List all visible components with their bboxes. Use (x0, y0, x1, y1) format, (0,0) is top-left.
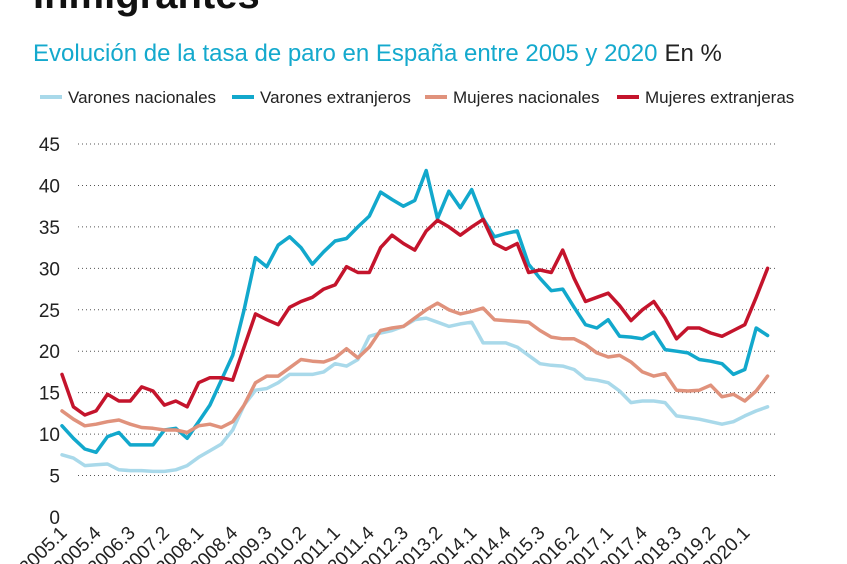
series-line (60, 316, 770, 474)
legend-label: Mujeres nacionales (453, 88, 599, 107)
subtitle-text: Evolución de la tasa de paro en España e… (33, 40, 657, 67)
unit-text: En % (664, 40, 721, 67)
y-tick-label: 10 (39, 425, 60, 446)
chart-subtitle: Evolución de la tasa de paro en España e… (33, 40, 722, 67)
y-tick-label: 45 (39, 135, 60, 156)
series-line (60, 217, 770, 417)
legend-label: Varones extranjeros (260, 88, 411, 107)
y-tick-label: 35 (39, 218, 60, 239)
y-tick-label: 40 (39, 176, 60, 197)
chart-title: Inmigrantes (33, 0, 260, 17)
y-tick-label: 25 (39, 301, 60, 322)
y-tick-label: 20 (39, 342, 60, 363)
y-tick-label: 15 (39, 384, 60, 405)
y-tick-label: 5 (49, 467, 60, 488)
legend-label: Mujeres extranjeras (645, 88, 794, 107)
legend-label: Varones nacionales (68, 88, 216, 107)
y-tick-label: 30 (39, 259, 60, 280)
series-line (60, 301, 770, 435)
y-tick-label: 0 (49, 508, 60, 529)
